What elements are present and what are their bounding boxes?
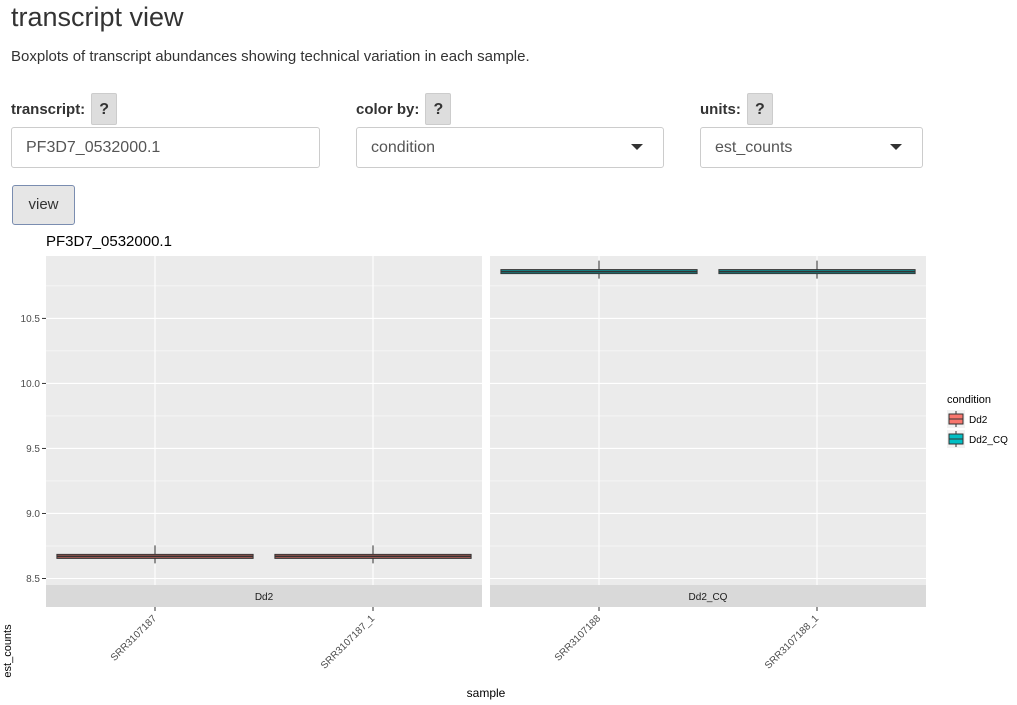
transcript-input[interactable]: PF3D7_0532000.1: [11, 127, 320, 168]
x-tick-label: SRR3107188_1: [763, 613, 821, 671]
transcript-control-label: transcript: ?: [11, 93, 118, 125]
facet-strip-label: Dd2_CQ: [689, 592, 728, 603]
chevron-down-icon: [631, 144, 643, 150]
units-help-button[interactable]: ?: [746, 93, 773, 125]
facet-strip: [490, 585, 926, 607]
x-tick-label: SRR3107188: [553, 613, 604, 664]
x-axis-label: sample: [467, 686, 506, 700]
page-description: Boxplots of transcript abundances showin…: [11, 48, 530, 65]
panel-background: [490, 256, 926, 585]
units-selected-value: est_counts: [715, 139, 793, 156]
transcript-help-button[interactable]: ?: [91, 93, 118, 125]
boxplot-chart: PF3D7_0532000.1 Dd2 Dd2_CQ 8.5 9.0 9.5 10.0 1…: [2, 233, 1008, 700]
legend-label: Dd2: [969, 415, 988, 426]
page-title: transcript view: [11, 2, 184, 32]
legend-title: condition: [947, 394, 991, 406]
color-by-select[interactable]: condition: [356, 127, 664, 168]
x-tick-label: SRR3107187: [109, 613, 160, 664]
color-by-selected-value: condition: [371, 139, 436, 156]
boxplot-SRR3107188_1: [718, 260, 916, 279]
y-tick-label: 9.0: [26, 509, 40, 520]
facet-strip: [46, 585, 482, 607]
y-tick-label: 10.5: [21, 314, 41, 325]
boxplot-SRR3107187_1: [274, 545, 472, 564]
color-by-control-label: color by: ?: [356, 93, 452, 125]
color-by-help-button[interactable]: ?: [425, 93, 452, 125]
x-tick-label: SRR3107187_1: [319, 613, 377, 671]
boxplot-SRR3107188: [500, 260, 698, 279]
boxplot-SRR3107187: [56, 545, 254, 564]
facet-strip-label: Dd2: [255, 592, 274, 603]
units-control-label: units: ?: [700, 93, 773, 125]
units-label: units:: [700, 100, 741, 118]
y-tick-label: 9.5: [26, 444, 40, 455]
y-axis-label: est_counts: [2, 624, 14, 678]
y-tick-label: 10.0: [21, 379, 41, 390]
color-by-label: color by:: [356, 100, 420, 118]
units-select[interactable]: est_counts: [700, 127, 923, 168]
legend-label: Dd2_CQ: [969, 435, 1008, 446]
panel-background: [46, 256, 482, 585]
view-button[interactable]: view: [12, 185, 75, 225]
chevron-down-icon: [890, 144, 902, 150]
y-tick-label: 8.5: [26, 574, 40, 585]
transcript-label: transcript:: [11, 100, 86, 118]
chart-title: PF3D7_0532000.1: [46, 233, 172, 250]
